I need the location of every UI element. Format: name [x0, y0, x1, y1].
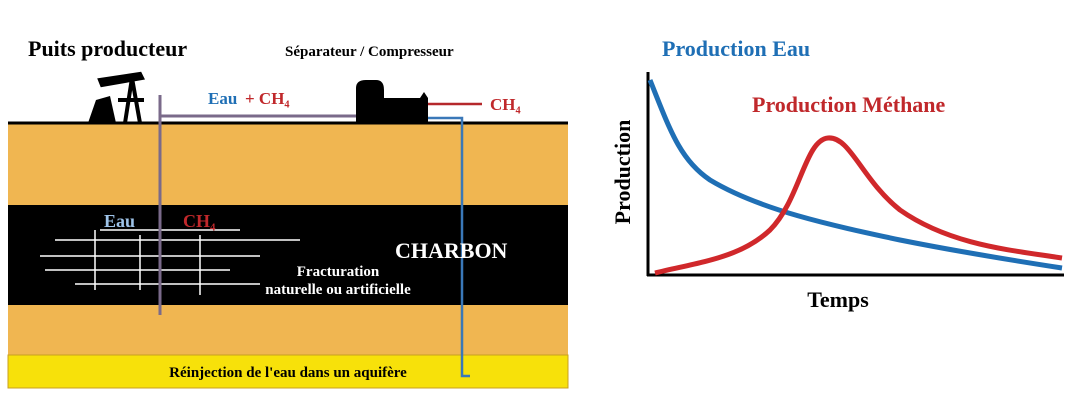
pipe-gas-label: + CH₄ — [245, 89, 290, 108]
aquifer-label: Réinjection de l'eau dans un aquifère — [169, 365, 407, 381]
water-curve-label: Production Eau — [662, 36, 810, 61]
figure: Puits producteur Séparateur / Compresseu… — [0, 0, 1067, 394]
sand-layer — [8, 305, 568, 355]
coal-water-label: Eau — [104, 211, 135, 231]
y-axis-label: Production — [610, 120, 635, 225]
fracturing-line: Fracturation — [297, 264, 380, 280]
coal-gas-label: CH₄ — [183, 211, 216, 231]
methane-curve-label: Production Méthane — [752, 92, 946, 117]
sand-layer — [8, 123, 568, 205]
fracturing-line: naturelle ou artificielle — [265, 282, 411, 298]
separator-title: Séparateur / Compresseur — [285, 44, 454, 60]
pipe-water-label: Eau — [208, 89, 237, 108]
gas-outlet-label: CH₄ — [490, 95, 521, 114]
coal-name: CHARBON — [395, 238, 508, 263]
x-axis-label: Temps — [807, 287, 869, 312]
well-title: Puits producteur — [28, 36, 187, 61]
